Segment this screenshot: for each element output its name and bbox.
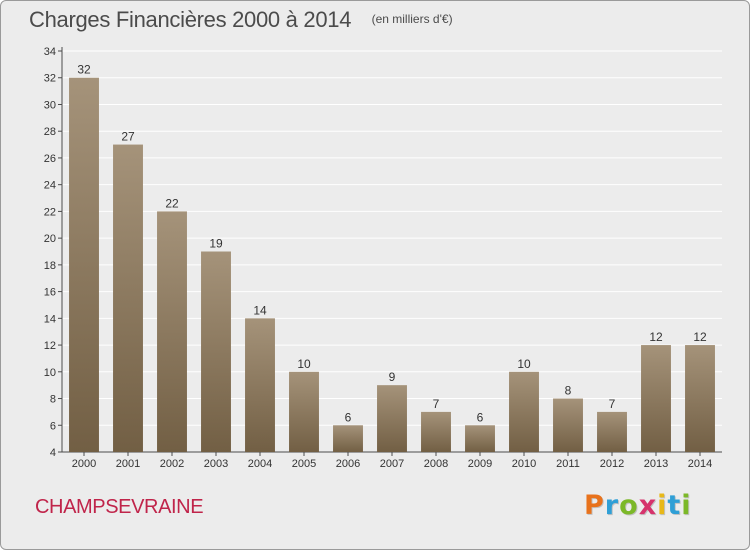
- data-label: 22: [165, 196, 179, 210]
- bar: [641, 345, 671, 452]
- logo-letter: P: [584, 490, 605, 521]
- logo-letter: x: [638, 490, 658, 521]
- y-tick-label: 26: [44, 153, 56, 165]
- y-tick-label: 6: [50, 420, 56, 432]
- data-label: 6: [477, 410, 484, 424]
- logo-letter: r: [604, 490, 620, 521]
- data-label: 6: [345, 410, 352, 424]
- logo-letter: t: [667, 490, 682, 521]
- commune-name: CHAMPSEVRAINE: [35, 496, 204, 518]
- bar: [377, 385, 407, 452]
- y-tick-label: 20: [44, 233, 56, 245]
- data-label: 27: [121, 130, 135, 144]
- bar: [685, 345, 715, 452]
- bar: [509, 371, 539, 452]
- logo-letter: i: [681, 490, 692, 521]
- x-tick-label: 2006: [336, 458, 360, 470]
- data-label: 12: [693, 330, 707, 344]
- x-tick-label: 2002: [160, 458, 184, 470]
- data-label: 7: [609, 397, 616, 411]
- data-label: 32: [77, 63, 91, 77]
- proxiti-logo[interactable]: Proxiti: [584, 489, 692, 523]
- y-tick-label: 22: [44, 206, 56, 218]
- y-tick-label: 8: [50, 394, 56, 406]
- bar: [201, 251, 231, 452]
- data-label: 14: [253, 303, 267, 317]
- y-tick-label: 12: [44, 340, 56, 352]
- chart-title: Charges Financières 2000 à 2014: [29, 7, 352, 32]
- bar: [421, 411, 451, 452]
- y-tick-label: 16: [44, 287, 56, 299]
- bar: [333, 425, 363, 452]
- y-tick-label: 34: [44, 46, 56, 58]
- x-tick-label: 2000: [72, 458, 96, 470]
- y-tick-label: 10: [44, 367, 56, 379]
- x-tick-label: 2013: [644, 458, 668, 470]
- y-tick-label: 18: [44, 260, 56, 272]
- x-tick-label: 2011: [556, 458, 580, 470]
- bar: [157, 211, 187, 452]
- data-label: 8: [565, 384, 572, 398]
- y-tick-label: 30: [44, 99, 56, 111]
- data-label: 10: [297, 357, 311, 371]
- logo-letter: o: [619, 490, 639, 521]
- x-tick-label: 2012: [600, 458, 624, 470]
- x-tick-label: 2008: [424, 458, 448, 470]
- bar: [113, 144, 143, 453]
- data-label: 12: [649, 330, 663, 344]
- bar: [553, 398, 583, 452]
- y-tick-label: 28: [44, 126, 56, 138]
- data-label: 7: [433, 397, 440, 411]
- data-label: 10: [517, 357, 531, 371]
- x-tick-label: 2005: [292, 458, 316, 470]
- x-tick-label: 2001: [116, 458, 140, 470]
- bar: [69, 77, 99, 452]
- data-label: 19: [209, 237, 223, 251]
- bar: [289, 371, 319, 452]
- data-label: 9: [389, 370, 396, 384]
- chart-title-group: Charges Financières 2000 à 2014 (en mill…: [29, 7, 453, 33]
- y-tick-label: 14: [44, 313, 56, 325]
- x-tick-label: 2010: [512, 458, 536, 470]
- logo-letter: i: [657, 490, 668, 521]
- x-tick-label: 2014: [688, 458, 712, 470]
- bar: [597, 411, 627, 452]
- bar: [465, 425, 495, 452]
- x-tick-label: 2007: [380, 458, 404, 470]
- y-tick-label: 24: [44, 180, 56, 192]
- chart-subtitle: (en milliers d'€): [371, 12, 453, 26]
- y-tick-label: 32: [44, 73, 56, 85]
- y-tick-label: 4: [50, 447, 56, 459]
- x-tick-label: 2004: [248, 458, 272, 470]
- bar: [245, 318, 275, 452]
- x-tick-label: 2009: [468, 458, 492, 470]
- x-tick-label: 2003: [204, 458, 228, 470]
